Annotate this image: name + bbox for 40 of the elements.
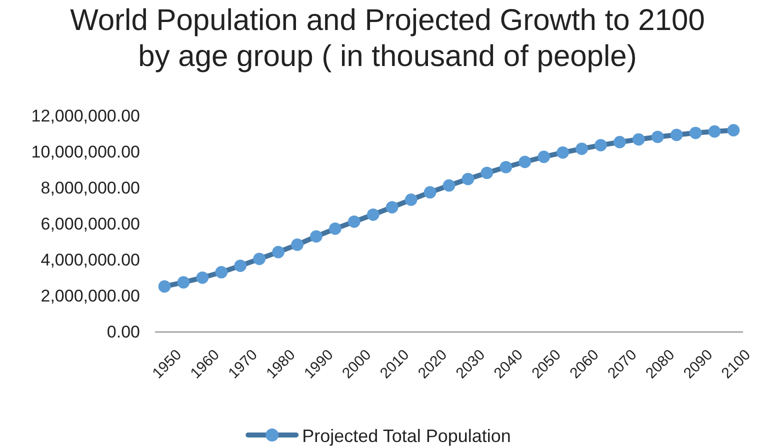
point — [177, 276, 190, 288]
point — [727, 124, 740, 136]
point — [689, 126, 702, 140]
point — [158, 280, 171, 293]
y-tick-label: 10,000,000.00 — [31, 142, 140, 162]
point — [215, 266, 228, 278]
y-tick-label: 8,000,000.00 — [40, 178, 140, 198]
point — [386, 201, 398, 214]
y-tick-label: 6,000,000.00 — [40, 214, 140, 234]
point — [442, 179, 456, 192]
point — [234, 260, 247, 272]
point — [424, 186, 436, 198]
point — [366, 208, 380, 221]
point — [708, 125, 721, 138]
point — [404, 194, 418, 206]
point — [272, 246, 284, 258]
point — [614, 136, 626, 148]
point — [594, 138, 607, 152]
point — [500, 160, 512, 174]
point — [310, 230, 322, 243]
point — [329, 222, 342, 235]
point — [291, 238, 304, 251]
point — [651, 130, 664, 144]
point — [196, 271, 209, 284]
chart-title: World Population and Projected Growth to 2100 by age group ( in thousand of people) — [70, 4, 705, 73]
point — [538, 150, 550, 164]
point — [348, 215, 360, 228]
legend-label: Projected Total Population — [302, 426, 511, 446]
point — [576, 142, 588, 155]
y-tick-label: 0.00 — [106, 322, 140, 342]
point — [518, 156, 532, 168]
point — [462, 172, 474, 186]
y-tick-label: 12,000,000.00 — [31, 106, 140, 126]
point — [556, 146, 569, 159]
point — [632, 133, 645, 146]
y-tick-label: 2,000,000.00 — [40, 286, 140, 306]
point — [670, 128, 683, 142]
point — [253, 252, 266, 266]
point — [480, 166, 494, 180]
y-tick-label: 4,000,000.00 — [40, 250, 140, 270]
